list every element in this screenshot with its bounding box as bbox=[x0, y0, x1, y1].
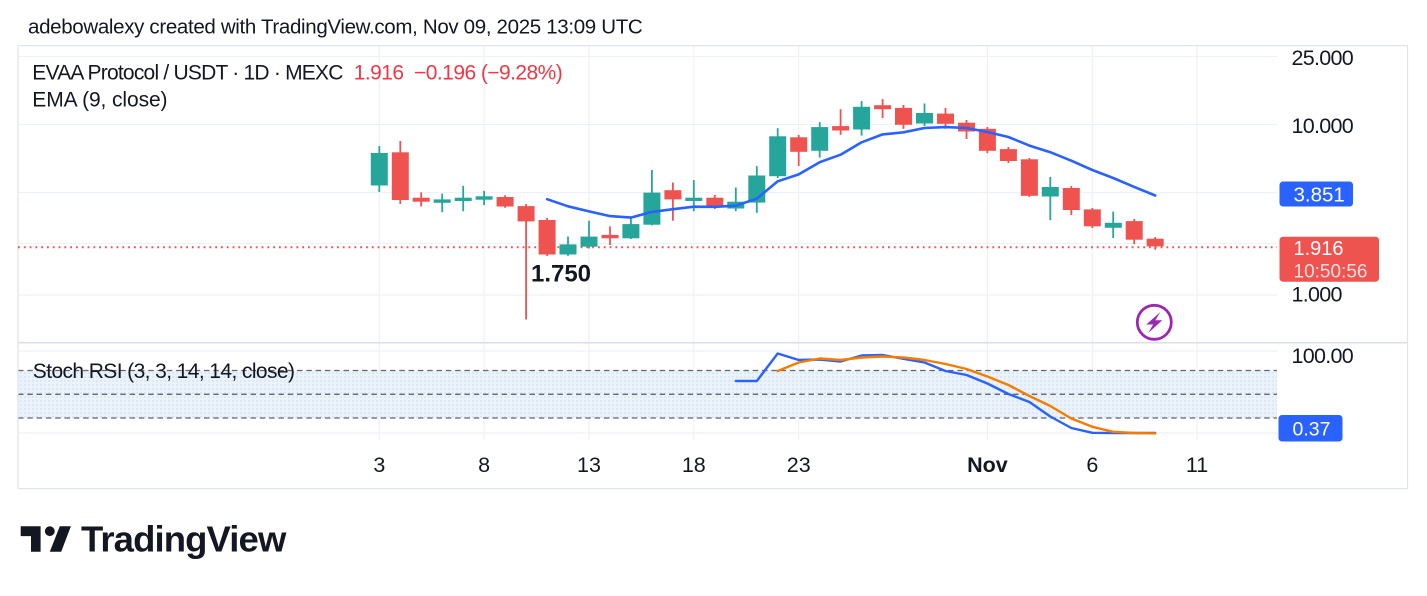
svg-text:EMA (9, close): EMA (9, close) bbox=[32, 89, 167, 112]
svg-text:EVAA Protocol / USDT · 1D · ME: EVAA Protocol / USDT · 1D · MEXC bbox=[32, 62, 343, 85]
svg-text:adebowalexy created with Tradi: adebowalexy created with TradingView.com… bbox=[28, 16, 643, 39]
svg-text:11: 11 bbox=[1186, 453, 1208, 477]
svg-text:13: 13 bbox=[577, 453, 601, 477]
svg-text:8: 8 bbox=[478, 453, 490, 477]
svg-text:1.750: 1.750 bbox=[531, 261, 591, 288]
svg-text:23: 23 bbox=[787, 453, 811, 477]
svg-text:1.000: 1.000 bbox=[1292, 282, 1343, 306]
svg-text:Stoch RSI (3, 3, 14, 14, close: Stoch RSI (3, 3, 14, 14, close) bbox=[33, 360, 295, 383]
svg-text:3.851: 3.851 bbox=[1294, 183, 1345, 206]
svg-text:10:50:56: 10:50:56 bbox=[1294, 261, 1368, 282]
svg-text:1.916: 1.916 bbox=[1294, 238, 1344, 260]
svg-text:100.00: 100.00 bbox=[1292, 344, 1354, 368]
svg-text:0.37: 0.37 bbox=[1293, 418, 1331, 440]
svg-text:10.000: 10.000 bbox=[1292, 114, 1354, 138]
svg-text:18: 18 bbox=[682, 453, 706, 477]
svg-text:3: 3 bbox=[373, 453, 385, 477]
svg-text:1.916 −0.196 (−9.28%): 1.916 −0.196 (−9.28%) bbox=[354, 62, 563, 85]
svg-text:25.000: 25.000 bbox=[1292, 46, 1354, 70]
svg-text:Nov: Nov bbox=[967, 453, 1008, 477]
svg-text:TradingView: TradingView bbox=[81, 519, 287, 560]
svg-text:6: 6 bbox=[1086, 453, 1098, 477]
